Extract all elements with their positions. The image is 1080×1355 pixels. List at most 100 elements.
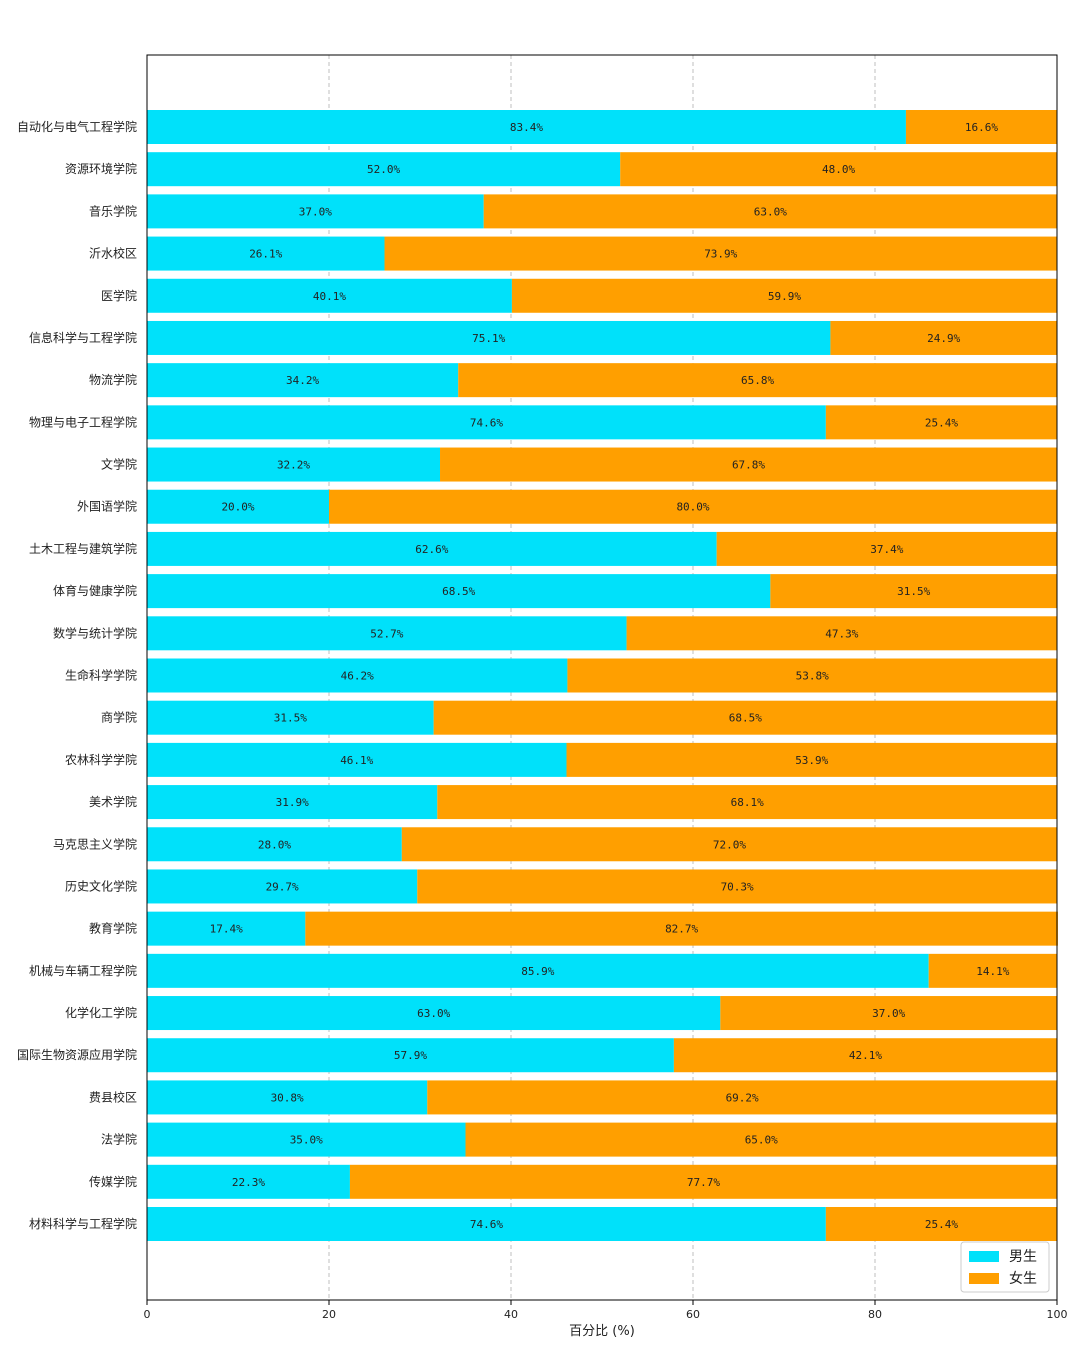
legend-swatch-male	[969, 1251, 999, 1262]
x-axis-ticks: 0 20 40 60 80 100	[144, 1300, 1068, 1321]
bar-label-female-12: 47.3%	[825, 627, 858, 640]
bar-female-26	[825, 1207, 1057, 1241]
category-label-9: 外国语学院	[77, 499, 137, 514]
bar-male-17	[147, 827, 402, 862]
bar-label-male-4: 40.1%	[313, 290, 346, 303]
bar-male-10	[147, 531, 717, 566]
bar-label-female-24: 65.0%	[745, 1134, 778, 1147]
bar-label-male-25: 22.3%	[232, 1176, 265, 1189]
category-label-24: 法学院	[101, 1132, 137, 1147]
bar-male-9	[147, 489, 329, 524]
bar-label-female-26: 25.4%	[925, 1218, 958, 1231]
bar-label-female-7: 25.4%	[925, 416, 958, 429]
bar-male-1	[147, 152, 621, 187]
bar-female-20	[928, 953, 1057, 988]
category-label-0: 自动化与电气工程学院	[17, 119, 137, 134]
legend-label-male: 男生	[1009, 1249, 1037, 1265]
x-tick-label: 0	[144, 1308, 151, 1321]
bar-male-20	[147, 953, 929, 988]
bar-label-male-8: 32.2%	[277, 459, 310, 472]
legend-label-female: 女生	[1009, 1270, 1037, 1287]
category-label-25: 传媒学院	[89, 1174, 137, 1189]
bar-male-19	[147, 911, 306, 946]
x-tick-label: 80	[868, 1308, 882, 1321]
bar-label-female-16: 68.1%	[731, 796, 764, 809]
bar-label-male-5: 75.1%	[472, 332, 505, 345]
category-label-12: 数学与统计学院	[53, 625, 137, 640]
bar-male-12	[147, 616, 627, 651]
bar-label-male-2: 37.0%	[299, 205, 332, 218]
category-label-18: 历史文化学院	[65, 878, 137, 893]
category-label-26: 材料科学与工程学院	[29, 1216, 137, 1231]
category-label-4: 医学院	[101, 288, 137, 303]
bar-male-25	[147, 1164, 350, 1199]
bar-label-male-1: 52.0%	[367, 163, 400, 176]
bar-label-female-11: 31.5%	[897, 585, 930, 598]
bar-female-24	[465, 1122, 1057, 1157]
bar-male-2	[147, 194, 484, 229]
bar-label-male-3: 26.1%	[249, 248, 282, 261]
bar-female-11	[770, 574, 1057, 609]
bar-female-2	[483, 194, 1057, 229]
bar-female-4	[511, 278, 1057, 313]
category-label-15: 农林科学学院	[65, 752, 137, 767]
bar-female-3	[384, 236, 1057, 271]
category-label-3: 沂水校区	[89, 246, 137, 261]
category-label-19: 教育学院	[89, 921, 137, 936]
bars	[147, 110, 1058, 1241]
category-label-2: 音乐学院	[89, 203, 137, 218]
bar-label-male-6: 34.2%	[286, 374, 319, 387]
x-tick-label: 20	[322, 1308, 336, 1321]
bar-male-15	[147, 742, 567, 777]
bar-male-13	[147, 658, 568, 693]
bar-label-female-4: 59.9%	[768, 290, 801, 303]
bar-female-6	[458, 363, 1058, 398]
bar-label-female-23: 69.2%	[726, 1091, 759, 1104]
x-tick-label: 40	[504, 1308, 518, 1321]
bar-female-9	[329, 489, 1057, 524]
bar-female-17	[401, 827, 1057, 862]
bar-female-7	[825, 405, 1057, 440]
bar-label-male-9: 20.0%	[221, 501, 254, 514]
category-label-1: 资源环境学院	[65, 161, 137, 176]
bar-male-8	[147, 447, 441, 482]
bar-label-male-21: 63.0%	[417, 1007, 450, 1020]
bar-female-21	[720, 996, 1057, 1031]
bar-female-1	[620, 152, 1057, 187]
bar-label-female-22: 42.1%	[849, 1049, 882, 1062]
category-label-7: 物理与电子工程学院	[29, 414, 137, 429]
bar-label-female-14: 68.5%	[729, 712, 762, 725]
bar-label-female-25: 77.7%	[687, 1176, 720, 1189]
bar-female-0	[905, 110, 1057, 144]
bar-male-11	[147, 574, 771, 609]
category-label-14: 商学院	[101, 710, 137, 725]
bar-label-male-10: 62.6%	[415, 543, 448, 556]
bar-female-10	[716, 531, 1057, 566]
x-axis-title: 百分比 (%)	[569, 1324, 635, 1339]
bar-male-4	[147, 278, 512, 313]
bar-female-14	[433, 700, 1057, 735]
plot-frame	[146, 54, 1058, 1301]
category-label-20: 机械与车辆工程学院	[29, 963, 137, 978]
bar-label-female-13: 53.8%	[796, 670, 829, 683]
bar-male-3	[147, 236, 385, 271]
bar-label-male-7: 74.6%	[470, 416, 503, 429]
bar-label-male-19: 17.4%	[210, 923, 243, 936]
bar-label-female-2: 63.0%	[754, 205, 787, 218]
bar-male-16	[147, 785, 438, 820]
bar-female-18	[417, 869, 1057, 904]
bar-male-18	[147, 869, 418, 904]
bar-male-0	[147, 110, 906, 144]
bar-label-female-10: 37.4%	[870, 543, 903, 556]
bar-male-23	[147, 1080, 428, 1115]
legend-swatch-female	[969, 1273, 999, 1284]
category-label-10: 土木工程与建筑学院	[29, 541, 137, 556]
bar-label-female-5: 24.9%	[927, 332, 960, 345]
x-tick-label: 60	[686, 1308, 700, 1321]
bar-female-16	[437, 785, 1057, 820]
bar-label-male-26: 74.6%	[470, 1218, 503, 1231]
bar-male-14	[147, 700, 434, 735]
